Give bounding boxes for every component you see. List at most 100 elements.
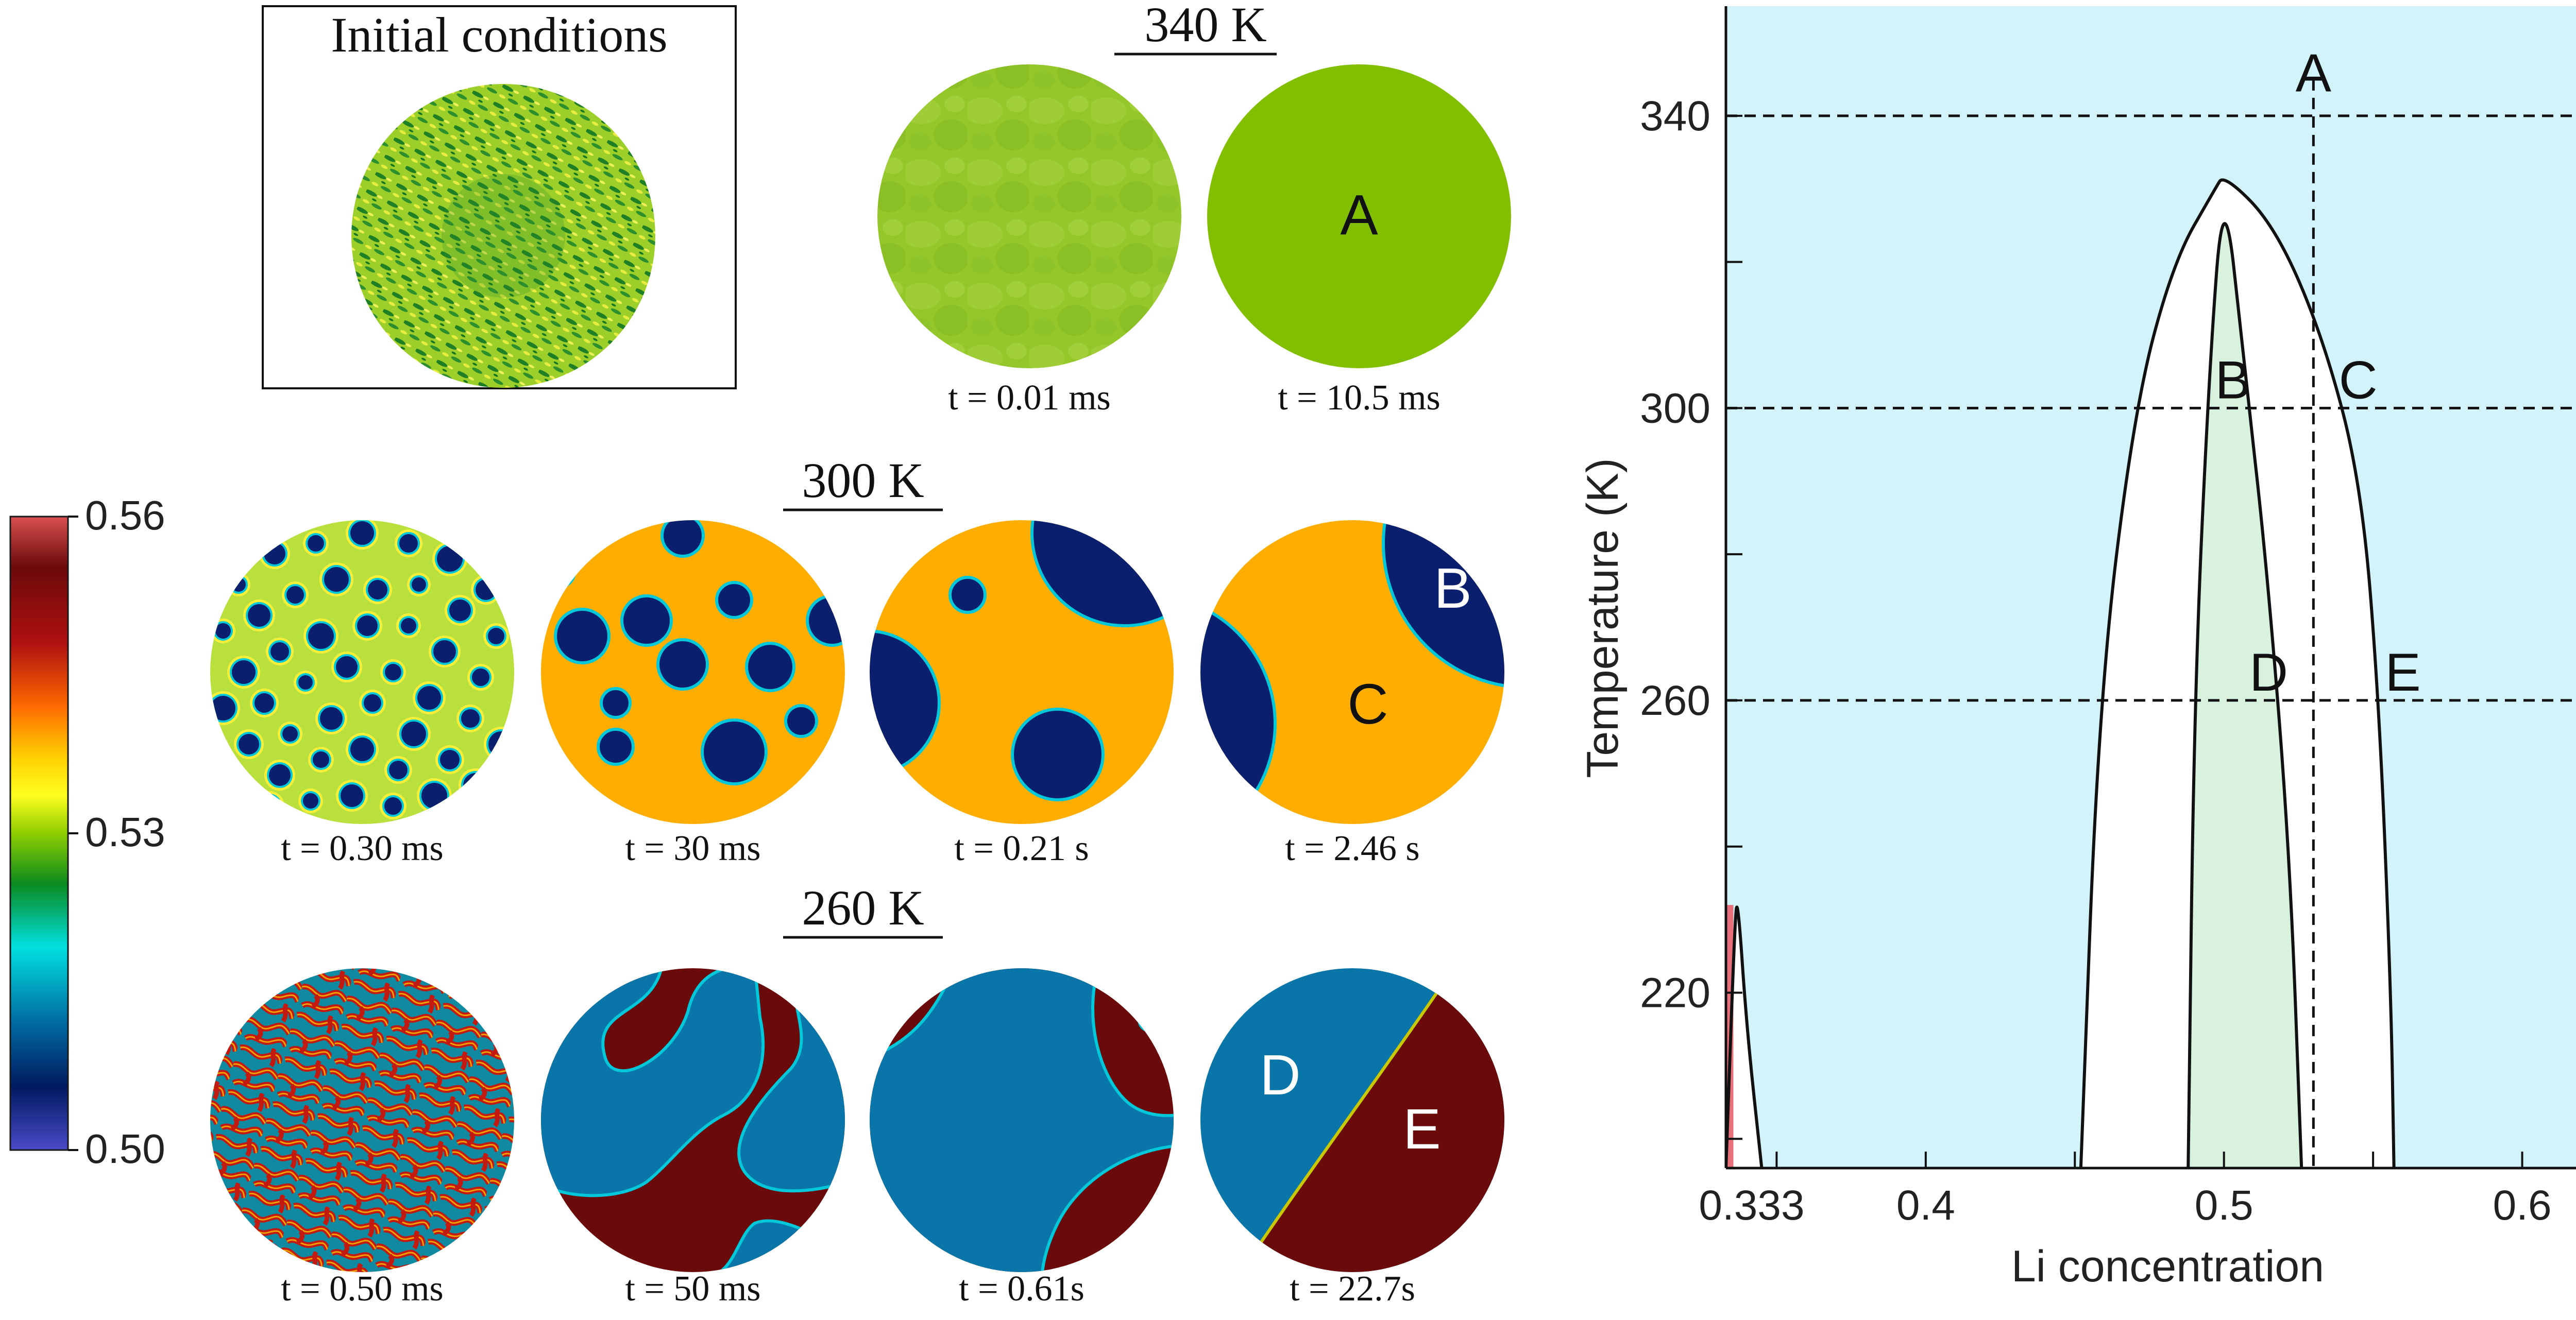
droplet	[472, 668, 489, 686]
time-260k-3: t = 0.61s	[959, 1269, 1084, 1309]
row-340k: 340 K A t = 0.01 ms t = 10.5 ms	[877, 0, 1511, 418]
y-tick-label: 260	[1640, 677, 1710, 724]
droplet	[239, 734, 259, 755]
time-300k-3: t = 0.21 s	[954, 829, 1089, 868]
droplet	[215, 623, 231, 639]
disk-340k-t2	[1207, 64, 1511, 368]
droplet	[308, 623, 334, 649]
droplet	[399, 534, 418, 553]
droplet	[341, 784, 363, 807]
x-tick-label: 0.6	[2493, 1182, 2552, 1229]
annotation-b: B	[2215, 351, 2250, 410]
droplet	[308, 535, 324, 552]
y-tick-label: 220	[1640, 969, 1710, 1016]
colorbar-tick-mid: 0.53	[85, 809, 165, 855]
droplet	[433, 640, 456, 663]
annotations: A B C D E	[2215, 44, 2420, 702]
initial-conditions-title: Initial conditions	[331, 7, 667, 62]
colorbar-tick-min: 0.50	[85, 1126, 165, 1172]
disk-300k-t2	[541, 520, 845, 824]
y-axis-label: Temperature (K)	[1578, 458, 1628, 778]
phase-boundaries	[1726, 178, 2396, 1168]
axes: 220 260 300 340 0.333 0.4 0.5 0.6	[1640, 6, 2576, 1229]
droplet	[364, 694, 381, 712]
row-300k: 300 K	[210, 453, 1504, 868]
droplet	[389, 761, 408, 779]
annotation-a: A	[2296, 44, 2332, 104]
boundary-curve-2	[1726, 905, 1764, 1168]
initial-conditions-panel: Initial conditions	[262, 5, 737, 389]
x-tick-label: 0.333	[1699, 1182, 1804, 1229]
time-300k-2: t = 30 ms	[625, 829, 760, 868]
droplet	[401, 618, 416, 633]
x-axis-label: Li concentration	[2011, 1242, 2324, 1291]
phase-diagram: 220 260 300 340 0.333 0.4 0.5 0.6 A B C D E Li conc…	[1578, 6, 2576, 1291]
droplet	[298, 675, 313, 690]
marker-c-disk: C	[1347, 673, 1388, 736]
droplet	[476, 579, 496, 600]
reference-lines	[1726, 79, 2576, 1168]
disk-260k-t2	[541, 968, 845, 1272]
droplet	[368, 580, 387, 599]
droplet	[303, 793, 318, 809]
annotation-e: E	[2385, 643, 2420, 702]
phase-regions	[1726, 180, 2394, 1168]
time-340k-1: t = 0.01 ms	[948, 378, 1111, 418]
droplet	[449, 599, 471, 621]
x-tick-label: 0.4	[1896, 1182, 1955, 1229]
droplet	[324, 567, 349, 592]
droplet	[437, 546, 463, 572]
droplet	[231, 577, 246, 592]
row-340k-title: 340 K	[1144, 0, 1266, 52]
disk-300k-t1	[210, 520, 514, 824]
droplet	[384, 797, 402, 815]
droplet	[336, 656, 358, 678]
droplet	[357, 615, 378, 636]
droplet	[488, 731, 514, 757]
droplet	[401, 722, 426, 746]
x-tick-label: 0.5	[2195, 1182, 2253, 1229]
droplet	[421, 783, 447, 809]
droplet	[259, 796, 280, 816]
droplet	[286, 586, 304, 604]
marker-d-disk: D	[1260, 1043, 1300, 1107]
droplet	[463, 773, 488, 798]
time-260k-2: t = 50 ms	[625, 1269, 760, 1309]
colorbar: 0.56 0.53 0.50	[9, 492, 165, 1172]
droplet	[320, 707, 343, 730]
row-260k: 260 K D E	[210, 880, 1504, 1309]
disk-260k-t3	[870, 968, 1174, 1272]
annotation-c: C	[2339, 351, 2378, 410]
row-300k-title: 300 K	[802, 453, 924, 508]
annotation-d: D	[2249, 643, 2288, 702]
time-300k-1: t = 0.30 ms	[281, 829, 444, 868]
droplet	[385, 664, 401, 680]
marker-b-disk: B	[1434, 557, 1471, 620]
droplet	[350, 738, 374, 761]
time-340k-2: t = 10.5 ms	[1278, 378, 1440, 418]
row-260k-title: 260 K	[802, 880, 924, 935]
marker-e-disk: E	[1403, 1098, 1440, 1161]
droplet	[232, 660, 256, 684]
droplet	[270, 642, 289, 661]
y-tick-label: 340	[1640, 93, 1710, 140]
colorbar-tick-max: 0.56	[85, 492, 165, 538]
boundary-curve-0	[2079, 178, 2396, 1168]
initial-conditions-disk	[351, 84, 655, 388]
disk-340k-t1	[877, 64, 1181, 368]
droplet	[417, 686, 441, 710]
marker-a-disk: A	[1340, 183, 1378, 247]
droplet	[264, 543, 285, 564]
droplet	[282, 726, 298, 742]
disk-260k-t1	[210, 968, 514, 1272]
droplet	[488, 628, 504, 644]
droplet	[412, 577, 426, 592]
droplet	[248, 604, 270, 627]
droplet	[461, 709, 480, 728]
colorbar-gradient	[9, 516, 69, 1151]
time-260k-1: t = 0.50 ms	[281, 1269, 444, 1309]
droplet	[255, 693, 274, 713]
disk-260k-t4: D E	[1200, 968, 1504, 1272]
droplet	[269, 764, 291, 786]
